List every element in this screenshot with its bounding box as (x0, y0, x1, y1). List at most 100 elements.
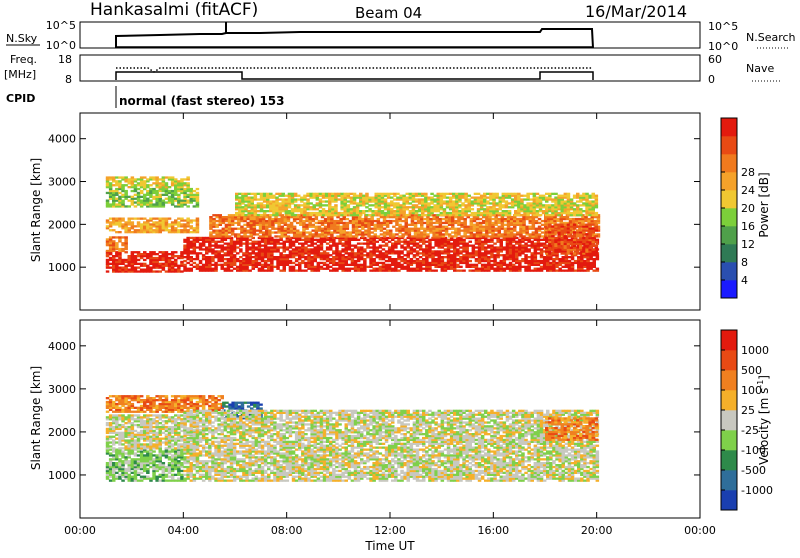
data-cell (451, 228, 455, 230)
data-cell (247, 200, 251, 202)
data-cell (134, 201, 138, 203)
data-cell (149, 223, 153, 225)
data-cell (427, 197, 431, 199)
data-cell (348, 245, 352, 247)
data-cell (134, 229, 138, 231)
data-cell (155, 176, 159, 178)
data-cell (354, 260, 358, 262)
data-cell (532, 235, 536, 237)
data-cell (535, 228, 539, 230)
data-cell (332, 268, 336, 270)
data-cell (171, 261, 175, 263)
data-cell (115, 190, 119, 192)
data-cell (248, 239, 252, 241)
data-cell (474, 200, 478, 202)
data-cell (360, 258, 364, 260)
data-cell (319, 198, 323, 200)
data-cell (444, 245, 448, 247)
data-cell (374, 220, 378, 222)
data-cell (289, 260, 293, 262)
data-cell (400, 250, 404, 252)
data-cell (357, 258, 361, 260)
data-cell (596, 258, 600, 260)
data-cell (358, 216, 362, 218)
data-cell (252, 266, 256, 268)
data-cell (202, 248, 206, 250)
data-cell (149, 255, 153, 257)
data-cell (410, 250, 414, 252)
data-cell (540, 266, 544, 268)
data-cell (553, 220, 557, 222)
data-cell (548, 251, 552, 253)
data-cell (287, 220, 291, 222)
data-cell (518, 245, 522, 247)
data-cell (237, 220, 241, 222)
data-cell (330, 231, 334, 233)
data-cell (448, 233, 452, 235)
data-cell (399, 195, 403, 197)
data-cell (264, 250, 268, 252)
data-cell (529, 233, 533, 235)
data-cell (297, 214, 301, 216)
data-cell (468, 200, 472, 202)
data-cell (292, 266, 296, 268)
data-cell (329, 270, 333, 272)
data-cell (303, 208, 307, 210)
data-cell (247, 193, 251, 195)
data-cell (149, 251, 153, 253)
data-cell (418, 198, 422, 200)
data-cell (326, 258, 330, 260)
data-cell (367, 235, 371, 237)
data-cell (545, 224, 549, 226)
data-cell (461, 214, 465, 216)
data-cell (305, 220, 309, 222)
data-cell (214, 245, 218, 247)
data-cell (217, 250, 221, 252)
data-cell (128, 200, 132, 202)
data-cell (335, 250, 339, 252)
data-cell (312, 224, 316, 226)
data-cell (533, 200, 537, 202)
data-cell (419, 260, 423, 262)
data-cell (212, 235, 216, 237)
data-cell (177, 180, 181, 182)
data-cell (471, 200, 475, 202)
data-cell (504, 228, 508, 230)
data-cell (152, 190, 156, 192)
data-cell (289, 250, 293, 252)
data-cell (251, 197, 255, 199)
data-cell (501, 220, 505, 222)
data-cell (555, 266, 559, 268)
data-cell (437, 200, 441, 202)
data-cell (165, 251, 169, 253)
data-cell (115, 176, 119, 178)
data-cell (523, 204, 527, 206)
data-cell (214, 262, 218, 264)
data-cell (583, 266, 587, 268)
data-cell (183, 250, 187, 252)
data-cell (442, 228, 446, 230)
data-cell (180, 178, 184, 180)
data-cell (551, 200, 555, 202)
data-cell (345, 268, 349, 270)
data-cell (244, 208, 248, 210)
data-cell (341, 254, 345, 256)
data-cell (470, 218, 474, 220)
data-cell (124, 205, 128, 207)
data-cell (484, 250, 488, 252)
data-cell (112, 203, 116, 205)
data-cell (343, 235, 347, 237)
data-cell (162, 263, 166, 265)
data-cell (356, 214, 360, 216)
data-cell (289, 245, 293, 247)
data-cell (588, 208, 592, 210)
data-cell (159, 194, 163, 196)
data-cell (582, 193, 586, 195)
data-cell (238, 200, 242, 202)
data-cell (312, 230, 316, 232)
data-cell (596, 268, 600, 270)
data-cell (357, 246, 361, 248)
data-cell (490, 250, 494, 252)
data-cell (418, 200, 422, 202)
data-cell (212, 214, 216, 216)
